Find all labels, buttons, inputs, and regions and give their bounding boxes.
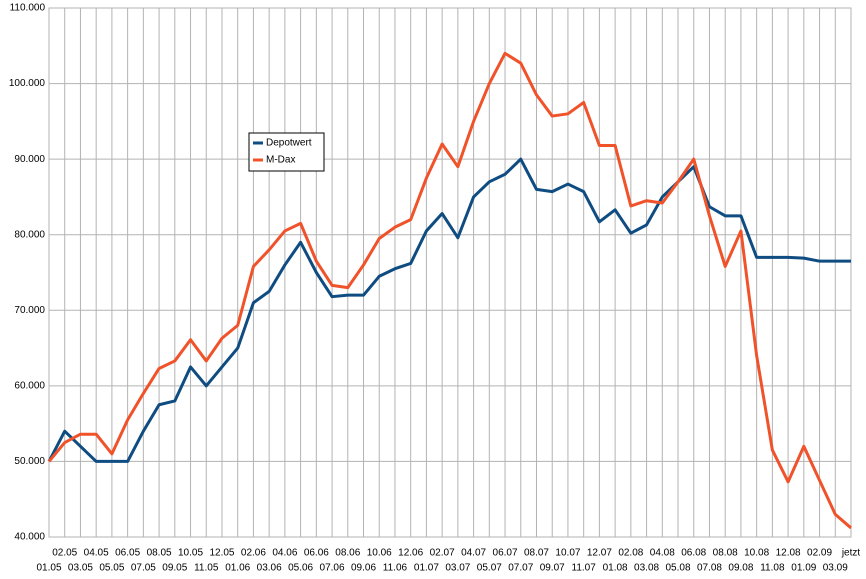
line	[47, 51, 852, 530]
x-tick-label: 09.05	[162, 563, 187, 574]
y-tick-label: 60.000	[14, 380, 45, 391]
y-tick-label: 80.000	[14, 229, 45, 240]
x-tick-label: 04.06	[272, 548, 297, 559]
y-tick-label: 100.000	[9, 78, 46, 89]
x-tick-label: 10.05	[178, 548, 203, 559]
x-tick-label: 12.07	[587, 548, 612, 559]
x-tick-label: 02.05	[52, 548, 77, 559]
x-tick-label: 08.08	[713, 548, 738, 559]
x-tick-label: 04.07	[461, 548, 486, 559]
x-tick-label: 10.08	[744, 548, 769, 559]
x-tick-label: 11.07	[572, 563, 597, 574]
x-tick-label: 07.05	[131, 563, 156, 574]
legend-box	[248, 132, 325, 172]
y-tick-label: 40.000	[14, 532, 45, 543]
x-tick-label: 02.09	[807, 548, 832, 559]
x-tick-label: 01.09	[791, 563, 816, 574]
x-tick-label: 11.08	[760, 563, 785, 574]
line	[47, 157, 851, 463]
x-tick-label: 11.06	[383, 563, 408, 574]
x-tick-label: 03.06	[257, 563, 282, 574]
x-tick-label: 01.05	[36, 563, 61, 574]
legend-label: M-Dax	[266, 155, 295, 166]
x-tick-label: 05.07	[477, 563, 502, 574]
x-tick-label: 11.05	[194, 563, 219, 574]
x-tick-label: 08.06	[335, 548, 360, 559]
x-tick-label: 09.08	[728, 563, 753, 574]
x-tick-label: 06.07	[493, 548, 518, 559]
x-tick-label: 07.08	[697, 563, 722, 574]
plot-area	[48, 7, 852, 538]
x-tick-label: 09.06	[351, 563, 376, 574]
x-tick-label: 08.05	[147, 548, 172, 559]
x-tick-label: 03.09	[823, 563, 848, 574]
x-tick-label: 09.07	[540, 563, 565, 574]
y-tick-label: 70.000	[14, 305, 45, 316]
x-tick-label: 05.05	[99, 563, 124, 574]
x-tick-label: 04.05	[84, 548, 109, 559]
x-tick-label: 01.08	[603, 563, 628, 574]
x-tick-label: 05.06	[288, 563, 313, 574]
x-tick-label: 02.07	[430, 548, 455, 559]
x-tick-label: 06.06	[304, 548, 329, 559]
x-tick-label: 04.08	[650, 548, 675, 559]
x-tick-label: 03.07	[445, 563, 470, 574]
x-tick-label: 02.08	[618, 548, 643, 559]
x-tick-label: 07.06	[320, 563, 345, 574]
x-tick-label: jetzt	[841, 548, 861, 559]
x-tick-label: 03.05	[68, 563, 93, 574]
x-tick-label: 12.08	[776, 548, 801, 559]
x-tick-label: 07.07	[508, 563, 533, 574]
legend-label: Depotwert	[266, 138, 312, 149]
x-tick-label: 01.06	[225, 563, 250, 574]
x-tick-label: 01.07	[414, 563, 439, 574]
x-tick-label: 12.05	[209, 548, 234, 559]
y-tick-label: 50.000	[14, 456, 45, 467]
x-tick-label: 03.08	[634, 563, 659, 574]
x-tick-label: 12.06	[398, 548, 423, 559]
legend: Depotwert M-Dax	[248, 132, 325, 172]
x-tick-label: 06.08	[681, 548, 706, 559]
x-tick-label: 10.07	[555, 548, 580, 559]
x-tick-label: 05.08	[666, 563, 691, 574]
x-tick-label: 08.07	[524, 548, 549, 559]
x-tick-label: 06.05	[115, 548, 140, 559]
y-tick-label: 90.000	[14, 154, 45, 165]
y-tick-label: 110.000	[10, 3, 46, 14]
x-tick-label: 02.06	[241, 548, 266, 559]
x-tick-label: 10.06	[367, 548, 392, 559]
